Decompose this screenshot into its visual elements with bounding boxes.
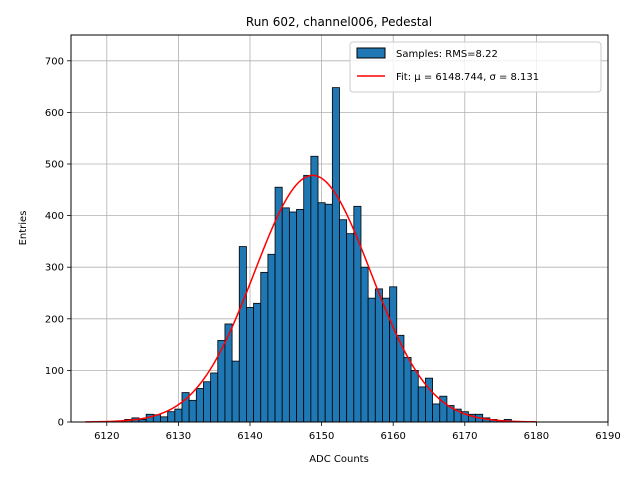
histogram-bar bbox=[210, 372, 219, 423]
x-tick-label: 6180 bbox=[524, 431, 549, 442]
histogram-bar bbox=[389, 286, 398, 423]
histogram-bar bbox=[360, 266, 369, 423]
histogram-bar bbox=[203, 381, 212, 423]
y-tick-label: 200 bbox=[45, 314, 64, 325]
legend-swatch-samples bbox=[356, 47, 386, 59]
legend-box bbox=[349, 41, 602, 93]
y-tick-label: 500 bbox=[45, 160, 64, 171]
x-tick-label: 6130 bbox=[166, 431, 191, 442]
histogram-bars bbox=[124, 87, 512, 423]
x-axis-label: ADC Counts bbox=[309, 454, 369, 465]
histogram-bar bbox=[331, 87, 340, 423]
x-tick-label: 6140 bbox=[237, 431, 262, 442]
histogram-bar bbox=[310, 155, 319, 423]
y-tick-label: 100 bbox=[45, 366, 64, 377]
histogram-bar bbox=[281, 207, 290, 423]
chart-title: Run 602, channel006, Pedestal bbox=[246, 15, 432, 29]
histogram-bar bbox=[195, 388, 204, 423]
legend: Samples: RMS=8.22 Fit: μ = 6148.744, σ =… bbox=[349, 41, 602, 93]
histogram-bar bbox=[374, 288, 383, 423]
histogram-bar bbox=[253, 302, 262, 423]
histogram-bar bbox=[324, 203, 333, 423]
x-axis-ticks: 6120 6130 6140 6150 6160 6170 6180 6190 bbox=[94, 422, 621, 442]
y-tick-label: 400 bbox=[45, 211, 64, 222]
histogram-bar bbox=[267, 253, 276, 423]
y-axis-ticks: 0 100 200 300 400 500 600 700 bbox=[45, 56, 71, 429]
y-axis-label: Entries bbox=[18, 211, 29, 246]
histogram-bar bbox=[231, 360, 240, 423]
x-tick-label: 6120 bbox=[94, 431, 119, 442]
histogram-bar bbox=[160, 416, 169, 423]
x-tick-label: 6150 bbox=[309, 431, 334, 442]
histogram-bar bbox=[432, 403, 441, 423]
y-tick-label: 0 bbox=[58, 418, 64, 429]
y-tick-label: 700 bbox=[45, 56, 64, 67]
histogram-bar bbox=[174, 408, 183, 423]
histogram-bar bbox=[367, 297, 376, 423]
x-tick-label: 6170 bbox=[452, 431, 477, 442]
histogram-bar bbox=[288, 211, 297, 423]
x-tick-label: 6190 bbox=[595, 431, 620, 442]
plot-frame bbox=[70, 34, 609, 423]
histogram-bar bbox=[339, 219, 348, 423]
fit-curve bbox=[85, 174, 537, 423]
histogram-bar bbox=[260, 271, 269, 423]
histogram-bar bbox=[417, 386, 426, 423]
histogram-bar bbox=[167, 411, 176, 423]
histogram-bar bbox=[317, 202, 326, 423]
histogram-bar bbox=[403, 357, 412, 423]
histogram-bar bbox=[246, 307, 254, 423]
x-tick-label: 6160 bbox=[380, 431, 405, 442]
legend-label-samples: Samples: RMS=8.22 bbox=[396, 49, 498, 60]
histogram-bar bbox=[346, 233, 355, 423]
histogram-bar bbox=[188, 399, 197, 423]
histogram-bar bbox=[217, 340, 226, 423]
y-tick-label: 300 bbox=[45, 263, 64, 274]
histogram-bar bbox=[303, 174, 312, 423]
legend-label-fit: Fit: μ = 6148.744, σ = 8.131 bbox=[396, 72, 539, 83]
y-tick-label: 600 bbox=[45, 108, 64, 119]
histogram-bar bbox=[238, 246, 247, 423]
histogram-bar bbox=[410, 369, 419, 423]
histogram-bar bbox=[296, 209, 305, 423]
histogram-bar bbox=[274, 186, 283, 423]
